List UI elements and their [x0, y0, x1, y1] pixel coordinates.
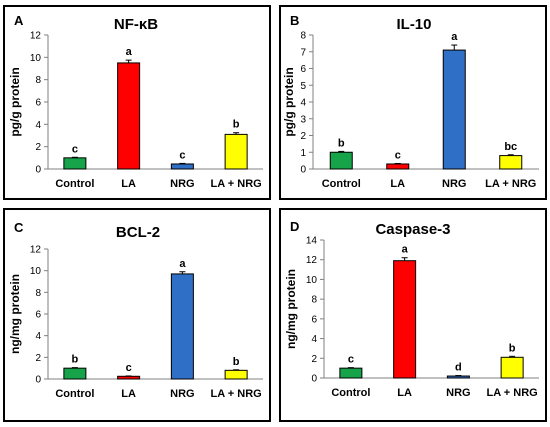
y-tick-label: 2 — [300, 131, 306, 142]
bar — [63, 157, 87, 170]
bar-chart-c: C BCL-2 ng/mg protein 0 2 4 6 8 10 12 b Control c LA a… — [8, 220, 263, 400]
y-tick-label: 2 — [311, 354, 317, 365]
bar — [386, 163, 410, 170]
chart-title-a: NF-κB — [114, 16, 158, 33]
significance-letter: b — [233, 356, 240, 368]
bar — [499, 155, 523, 170]
y-tick-label: 12 — [306, 255, 318, 266]
x-tick-label: NRG — [170, 178, 194, 190]
x-tick-label: Control — [55, 388, 94, 400]
x-tick-label: LA + NRG — [211, 178, 262, 190]
y-tick-label: 0 — [311, 374, 317, 385]
bar-chart-a: A NF-κB pg/g protein 0 2 4 6 8 10 12 c Control a LA c N… — [8, 13, 263, 190]
y-tick-label: 1 — [300, 148, 306, 159]
significance-letter: c — [126, 362, 132, 374]
y-tick-label: 4 — [35, 331, 41, 342]
panel-letter-d: D — [290, 219, 299, 234]
y-tick-label: 8 — [35, 75, 41, 86]
x-tick-label: Control — [55, 178, 94, 190]
y-axis-label-a: pg/g protein — [8, 67, 22, 136]
significance-letter: d — [455, 362, 462, 374]
x-tick-label: LA + NRG — [487, 387, 538, 399]
chart-panel-b: B IL-10 pg/g protein 0 1 2 3 4 5 6 7 8 b Control c LA a N… — [279, 5, 547, 200]
y-tick-label: 12 — [30, 31, 42, 42]
significance-letter: a — [126, 46, 133, 58]
y-tick-label: 0 — [35, 165, 41, 176]
significance-letter: b — [509, 342, 516, 354]
bar — [446, 375, 470, 379]
significance-letter: a — [451, 31, 458, 43]
significance-letter: a — [179, 258, 186, 270]
y-axis-label-d: ng/mg protein — [284, 269, 298, 349]
chart-title-d: Caspase-3 — [375, 221, 450, 238]
bar — [224, 133, 248, 170]
y-tick-label: 10 — [30, 266, 42, 277]
significance-letter: c — [395, 149, 401, 161]
panel-letter-c: C — [14, 220, 24, 235]
y-tick-label: 7 — [300, 47, 306, 58]
y-tick-label: 6 — [311, 314, 317, 325]
x-tick-label: NRG — [170, 388, 194, 400]
y-tick-label: 6 — [35, 310, 41, 321]
x-tick-label: LA — [121, 388, 136, 400]
y-axis-label-b: pg/g protein — [282, 67, 296, 136]
bar — [442, 49, 466, 170]
bar — [500, 356, 524, 379]
significance-letter: b — [338, 137, 345, 149]
significance-letter: c — [72, 143, 78, 155]
bar — [170, 273, 194, 380]
significance-letter: c — [179, 149, 185, 161]
bar — [339, 367, 363, 379]
significance-letter: b — [233, 119, 240, 131]
x-tick-label: LA — [397, 387, 412, 399]
panel-letter-a: A — [14, 13, 24, 28]
x-tick-label: LA — [121, 178, 136, 190]
chart-panel-d: D Caspase-3 ng/mg protein 0 2 4 6 8 10 12 14 c Contr… — [279, 208, 547, 422]
significance-letter: bc — [504, 141, 517, 153]
bar-chart-d: D Caspase-3 ng/mg protein 0 2 4 6 8 10 12 14 c Contr… — [284, 219, 539, 399]
bar — [117, 375, 141, 380]
y-tick-label: 12 — [30, 245, 42, 256]
x-tick-label: NRG — [446, 387, 470, 399]
chart-title-c: BCL-2 — [116, 224, 160, 241]
chart-panel-c: C BCL-2 ng/mg protein 0 2 4 6 8 10 12 b Control c LA a… — [3, 208, 271, 422]
bar — [393, 260, 417, 379]
y-tick-label: 10 — [306, 275, 318, 286]
y-tick-label: 8 — [300, 31, 306, 42]
y-tick-label: 4 — [311, 334, 317, 345]
chart-title-b: IL-10 — [396, 16, 431, 33]
bar — [329, 151, 353, 170]
y-tick-label: 2 — [35, 142, 41, 153]
y-tick-label: 8 — [35, 288, 41, 299]
y-tick-label: 6 — [35, 98, 41, 109]
x-tick-label: LA + NRG — [485, 178, 536, 190]
y-tick-label: 10 — [30, 53, 42, 64]
y-tick-label: 0 — [300, 165, 306, 176]
y-tick-label: 6 — [300, 64, 306, 75]
significance-letter: a — [402, 244, 409, 256]
bar — [117, 62, 141, 170]
y-tick-label: 14 — [306, 236, 318, 247]
y-tick-label: 8 — [311, 295, 317, 306]
bar — [224, 369, 248, 380]
bar-chart-b: B IL-10 pg/g protein 0 1 2 3 4 5 6 7 8 b Control c LA a N… — [282, 13, 539, 190]
y-tick-label: 0 — [35, 375, 41, 386]
chart-panel-a: A NF-κB pg/g protein 0 2 4 6 8 10 12 c Control a LA c N… — [3, 5, 271, 200]
bar — [170, 163, 194, 170]
y-axis-label-c: ng/mg protein — [8, 274, 22, 354]
significance-letter: b — [72, 354, 79, 366]
x-tick-label: NRG — [442, 178, 466, 190]
y-tick-label: 5 — [300, 81, 306, 92]
x-tick-label: LA — [390, 178, 405, 190]
panel-letter-b: B — [290, 13, 299, 28]
significance-letter: c — [348, 354, 354, 366]
x-tick-label: Control — [331, 387, 370, 399]
bar — [63, 367, 87, 380]
y-tick-label: 3 — [300, 114, 306, 125]
y-tick-label: 2 — [35, 353, 41, 364]
x-tick-label: Control — [322, 178, 361, 190]
y-tick-label: 4 — [300, 98, 306, 109]
x-tick-label: LA + NRG — [211, 388, 262, 400]
y-tick-label: 4 — [35, 120, 41, 131]
